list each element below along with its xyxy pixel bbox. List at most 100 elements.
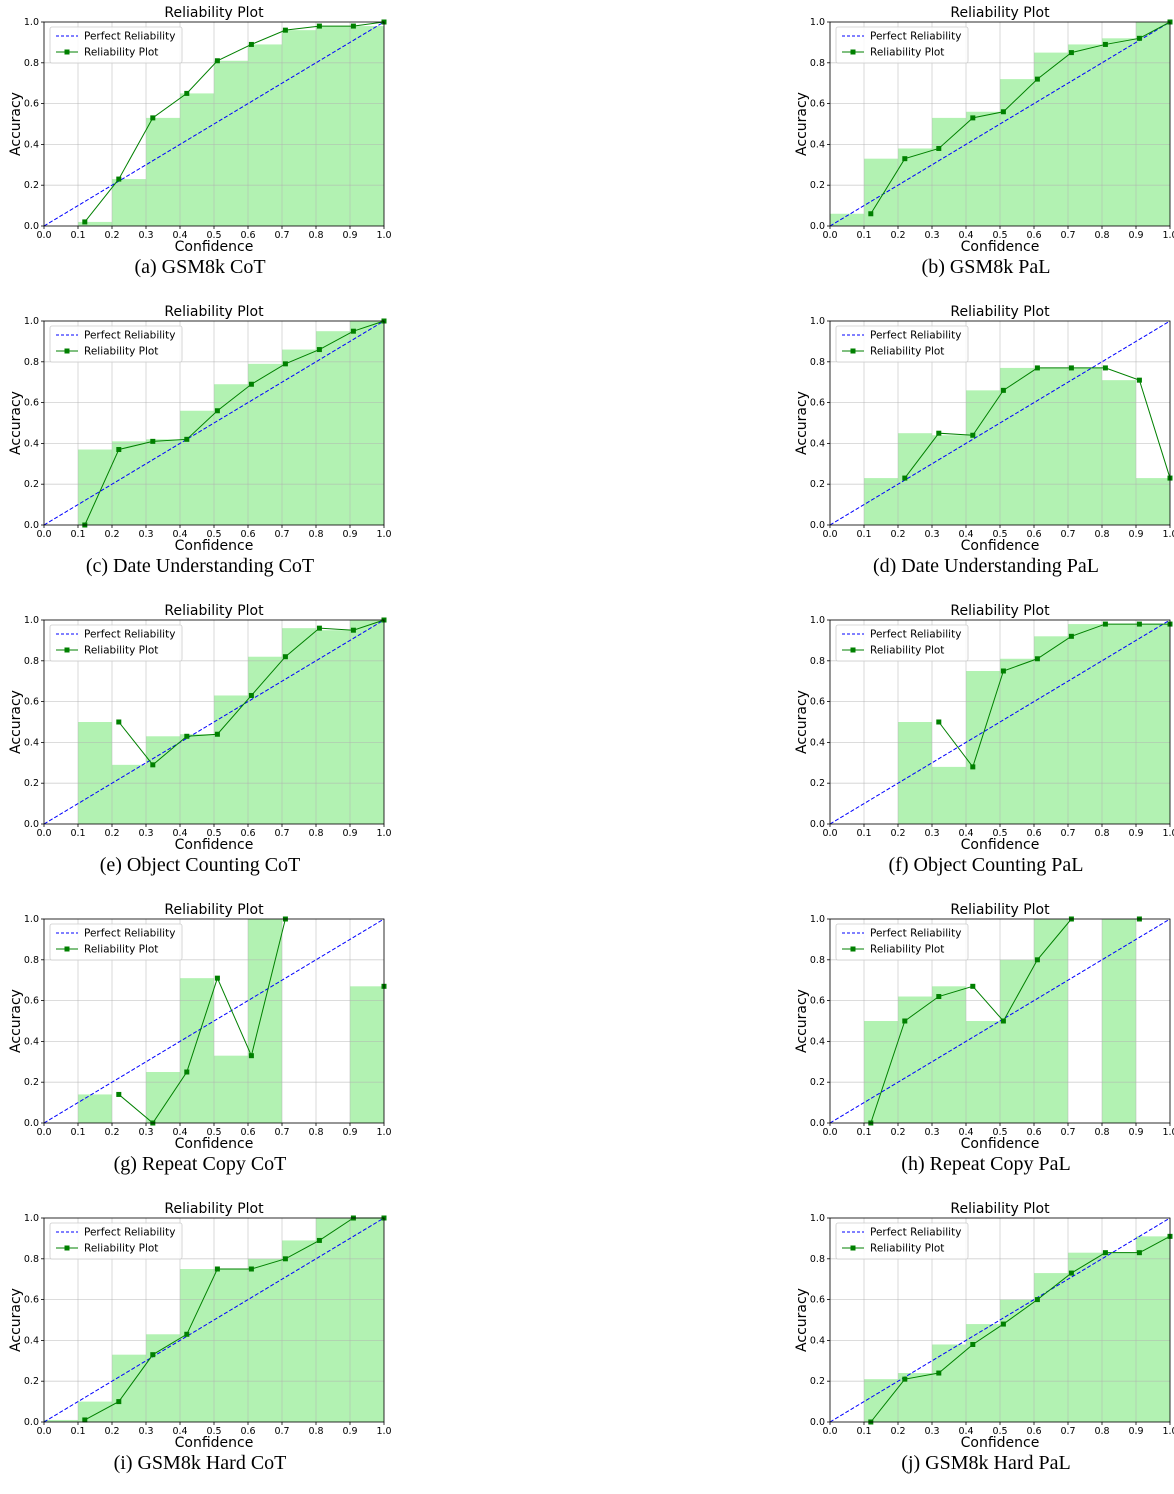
reliability-chart: 0.0 0.1 0.2 0.3 0.4 0.5 0.6 0.7 0.8 0.9 1.0 0.0 0.2 0… <box>8 1201 392 1451</box>
legend: Perfect Reliability Reliability Plot <box>49 26 183 64</box>
legend: Perfect Reliability Reliability Plot <box>49 923 183 961</box>
reliability-point <box>970 1341 976 1347</box>
reliability-point <box>902 156 908 162</box>
reliability-panel: 0.0 0.1 0.2 0.3 0.4 0.5 0.6 0.7 0.8 0.9 1.0 0.0 0.2 0… <box>0 299 400 597</box>
reliability-panel: 0.0 0.1 0.2 0.3 0.4 0.5 0.6 0.7 0.8 0.9 1.0 0.0 0.2 0… <box>786 1196 1174 1494</box>
accuracy-bar <box>180 734 214 824</box>
x-tick-label: 0.2 <box>104 828 119 839</box>
y-tick-label: 0.2 <box>24 479 39 490</box>
y-tick-label: 0.4 <box>24 1036 39 1047</box>
legend-series-label: Reliability Plot <box>84 47 158 59</box>
y-tick-label: 0.8 <box>24 955 39 966</box>
chart-title: Reliability Plot <box>164 603 264 619</box>
legend-box <box>835 923 969 961</box>
reliability-point <box>1034 365 1040 371</box>
x-tick-label: 0.4 <box>958 529 973 540</box>
x-axis-label: Confidence <box>961 239 1040 255</box>
y-tick-label: 0.0 <box>810 1118 825 1129</box>
reliability-chart: 0.0 0.1 0.2 0.3 0.4 0.5 0.6 0.7 0.8 0.9 1.0 0.0 0.2 0… <box>794 5 1174 255</box>
reliability-point <box>214 731 220 737</box>
accuracy-bar <box>146 1334 180 1422</box>
perfect-reliability-line <box>829 1217 1171 1423</box>
x-tick-label: 0.4 <box>958 1426 973 1437</box>
x-tick-label: 0.9 <box>1128 529 1143 540</box>
accuracy-bar <box>932 766 966 824</box>
x-tick-label: 0.0 <box>822 529 837 540</box>
x-tick-label: 0.7 <box>1060 1426 1075 1437</box>
reliability-panel: 0.0 0.1 0.2 0.3 0.4 0.5 0.6 0.7 0.8 0.9 1.0 0.0 0.2 0… <box>0 0 400 298</box>
x-tick-label: 1.0 <box>376 529 391 540</box>
reliability-point <box>184 1331 190 1337</box>
accuracy-bar <box>78 1094 112 1123</box>
y-tick-label: 0.8 <box>810 955 825 966</box>
x-tick-label: 0.0 <box>822 1426 837 1437</box>
reliability-point <box>1068 1270 1074 1276</box>
legend-series-marker <box>64 348 70 354</box>
reliability-point <box>1068 50 1074 56</box>
reliability-point <box>150 1352 156 1358</box>
legend-box <box>835 1222 969 1260</box>
legend-series-label: Reliability Plot <box>84 1243 158 1255</box>
x-tick-label: 0.9 <box>1128 828 1143 839</box>
x-tick-label: 0.7 <box>274 529 289 540</box>
accuracy-bar <box>248 919 282 1123</box>
reliability-point <box>1136 377 1142 383</box>
reliability-point <box>248 381 254 387</box>
x-axis-label: Confidence <box>175 837 254 853</box>
y-tick-label: 0.2 <box>24 180 39 191</box>
reliability-point <box>936 1370 942 1376</box>
accuracy-bar <box>214 384 248 525</box>
y-tick-label: 1.0 <box>810 914 825 925</box>
accuracy-bar <box>966 671 1000 824</box>
subfigure-caption: (e) Object Counting CoT <box>99 854 301 876</box>
x-tick-label: 0.7 <box>1060 230 1075 241</box>
y-tick-label: 0.8 <box>24 357 39 368</box>
accuracy-bar <box>214 695 248 824</box>
reliability-point <box>350 328 356 334</box>
x-tick-label: 0.5 <box>206 230 221 241</box>
reliability-point <box>970 764 976 770</box>
y-tick-label: 0.6 <box>810 996 825 1007</box>
legend-perfect-label: Perfect Reliability <box>84 330 175 342</box>
reliability-point <box>936 719 942 725</box>
x-tick-label: 0.8 <box>1094 230 1109 241</box>
legend: Perfect Reliability Reliability Plot <box>835 923 969 961</box>
y-tick-label: 0.0 <box>810 221 825 232</box>
accuracy-bar <box>1068 1252 1102 1422</box>
accuracy-bar <box>966 1324 1000 1422</box>
y-axis-label: Accuracy <box>794 1288 810 1352</box>
reliability-chart: 0.0 0.1 0.2 0.3 0.4 0.5 0.6 0.7 0.8 0.9 1.0 0.0 0.2 0… <box>794 304 1174 554</box>
reliability-point <box>1102 365 1108 371</box>
reliability-point <box>1102 1250 1108 1256</box>
subfigure-caption: (j) GSM8k Hard PaL <box>901 1452 1071 1474</box>
y-tick-label: 1.0 <box>24 1213 39 1224</box>
y-tick-label: 0.8 <box>810 58 825 69</box>
reliability-point <box>282 361 288 367</box>
legend-perfect-label: Perfect Reliability <box>870 330 961 342</box>
y-tick-label: 0.0 <box>24 221 39 232</box>
reliability-point <box>116 719 122 725</box>
y-tick-label: 0.0 <box>24 1417 39 1428</box>
y-tick-label: 0.4 <box>810 139 825 150</box>
y-tick-label: 0.4 <box>24 438 39 449</box>
reliability-chart: 0.0 0.1 0.2 0.3 0.4 0.5 0.6 0.7 0.8 0.9 1.0 0.0 0.2 0… <box>794 1201 1174 1451</box>
x-axis-label: Confidence <box>961 1435 1040 1451</box>
accuracy-bar <box>1000 658 1034 824</box>
x-tick-label: 0.8 <box>1094 529 1109 540</box>
y-tick-label: 0.2 <box>810 1376 825 1387</box>
legend-series-label: Reliability Plot <box>84 944 158 956</box>
reliability-point <box>350 627 356 633</box>
y-axis-label: Accuracy <box>8 690 24 754</box>
reliability-point <box>1136 35 1142 41</box>
x-tick-label: 1.0 <box>1162 230 1174 241</box>
x-tick-label: 0.8 <box>308 1426 323 1437</box>
x-tick-label: 0.9 <box>1128 1426 1143 1437</box>
reliability-point <box>116 176 122 182</box>
reliability-point <box>82 1417 88 1423</box>
accuracy-bar <box>146 736 180 824</box>
accuracy-bar <box>248 44 282 226</box>
accuracy-bar <box>112 179 146 226</box>
accuracy-bar <box>146 439 180 525</box>
x-tick-label: 0.6 <box>240 230 255 241</box>
x-tick-label: 0.2 <box>104 1127 119 1138</box>
